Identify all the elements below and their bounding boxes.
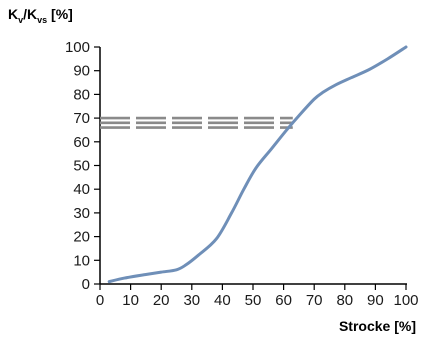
x-tick-label: 80 [336,292,353,309]
reference-lines [100,116,293,129]
x-tick-label: 60 [275,292,292,309]
y-axis-title-main: K [8,6,19,22]
x-axis-title: Strocke [%] [338,318,416,334]
x-tick-label: 70 [306,292,323,309]
y-tick-label: 30 [73,205,90,222]
y-axis-title-sub1: v [18,15,24,25]
y-tick-label: 50 [73,158,90,175]
x-tick-label: 10 [122,292,139,309]
x-tick-label: 30 [183,292,200,309]
y-axis-title-unit: [%] [47,6,73,22]
series-line [107,45,408,284]
y-axis-title: Kv/Kvs [%] [8,6,73,25]
y-tick-label: 0 [82,276,90,293]
x-tick-label: 50 [245,292,262,309]
y-tick-label: 60 [73,134,90,151]
y-tick-label: 20 [73,229,90,246]
y-tick-label: 10 [73,252,90,269]
y-tick-label: 40 [73,181,90,198]
series-layer [107,45,408,284]
y-axis-title-sub2: vs [37,15,48,25]
x-tick-label: 20 [153,292,170,309]
tick-labels: 0 10 20 30 40 50 60 70 80 90 100 0 10 20 30 40 50 60 70 80 9… [65,39,419,309]
y-tick-label: 80 [73,86,90,103]
y-tick-label: 70 [73,110,90,127]
axes [94,46,407,290]
x-tick-label: 40 [214,292,231,309]
x-tick-label: 100 [393,292,418,309]
y-axis-title-mid: /K [23,6,38,22]
x-tick-label: 90 [367,292,384,309]
y-tick-label: 100 [65,39,90,56]
x-tick-label: 0 [96,292,104,309]
y-tick-label: 90 [73,63,90,80]
